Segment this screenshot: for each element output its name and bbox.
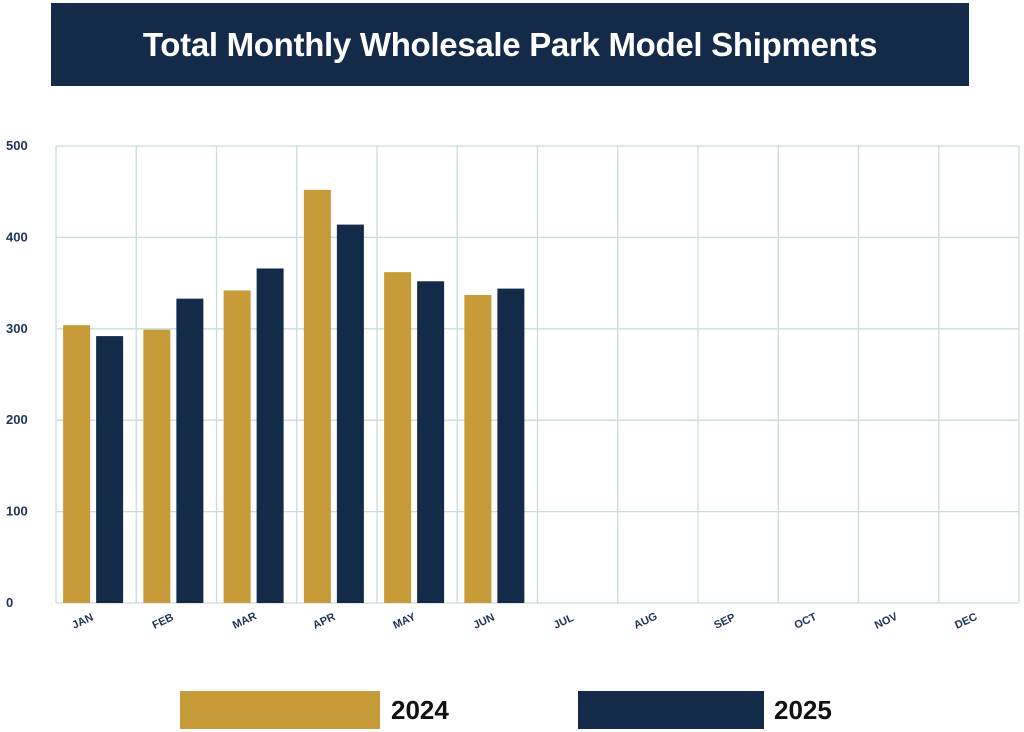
y-tick-label: 500: [6, 138, 28, 153]
legend-item-2025: 2025: [578, 691, 868, 729]
legend-label-2025: 2025: [774, 695, 832, 725]
legend-swatch-2024: [180, 691, 380, 729]
y-tick-label: 300: [6, 321, 28, 336]
y-tick-label: 0: [6, 595, 13, 610]
bar-2025-may: [417, 281, 445, 603]
bar-2025-apr: [336, 224, 364, 603]
legend-item-2024: 2024: [180, 691, 470, 729]
chart-title: Total Monthly Wholesale Park Model Shipm…: [142, 25, 878, 63]
bar-2024-may: [384, 272, 412, 603]
bar-2024-feb: [143, 329, 171, 603]
bar-2025-feb: [176, 298, 204, 603]
x-tick-label: MAY: [391, 611, 418, 632]
x-tick-label: MAR: [231, 610, 259, 631]
x-tick-label: AUG: [632, 611, 659, 632]
bar-2025-jun: [497, 288, 525, 603]
bar-2024-mar: [223, 290, 251, 603]
x-tick-label: APR: [311, 611, 337, 632]
bar-chart: 0 100 200 300 400 500 JAN FEB MAR APR MAY JUN JUL AUG…: [6, 138, 1020, 632]
chart-title-banner: Total Monthly Wholesale Park Model Shipm…: [51, 3, 969, 86]
y-tick-label: 200: [6, 412, 28, 427]
bar-2024-apr: [303, 189, 331, 603]
legend-label-2024: 2024: [391, 695, 449, 725]
bar-2025-mar: [256, 268, 284, 603]
legend-swatch-2025: [578, 691, 764, 729]
x-tick-label: FEB: [151, 612, 176, 632]
y-tick-label: 400: [6, 229, 28, 244]
x-tick-label: JUL: [552, 612, 576, 632]
bar-2024-jun: [464, 294, 492, 603]
x-tick-label: OCT: [793, 611, 819, 632]
x-tick-label: NOV: [873, 610, 900, 631]
x-tick-label: DEC: [953, 611, 979, 632]
bar-2025-jan: [96, 336, 124, 603]
x-tick-label: JAN: [70, 612, 95, 632]
x-tick-label: JUN: [472, 612, 497, 632]
bar-2024-jan: [63, 325, 91, 603]
y-tick-label: 100: [6, 504, 28, 519]
x-tick-label: SEP: [712, 612, 737, 632]
